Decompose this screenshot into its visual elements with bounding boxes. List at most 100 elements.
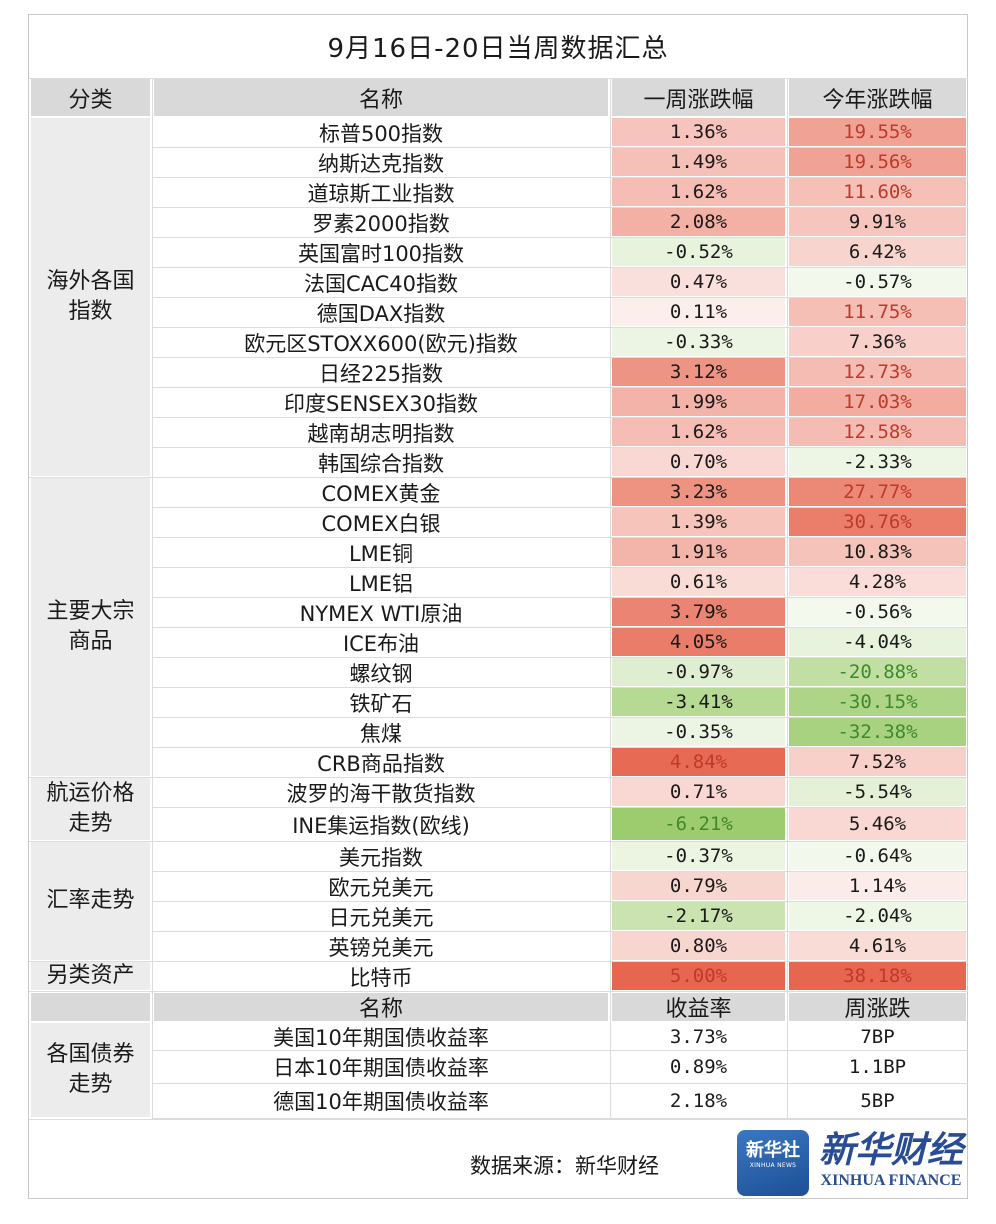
row-name: LME铝 xyxy=(348,571,414,596)
row-name: ICE布油 xyxy=(342,631,420,656)
week-change-value: 0.80% xyxy=(612,932,785,960)
week-change-value: 3.23% xyxy=(612,478,785,506)
row-name: 铁矿石 xyxy=(349,691,413,716)
week-change-value: -0.52% xyxy=(612,238,785,266)
week-change-value: 0.70% xyxy=(612,448,785,476)
ytd-change-value: 10.83% xyxy=(789,538,966,566)
ytd-change-value: 11.75% xyxy=(789,298,966,326)
week-change-value: 1.36% xyxy=(612,118,785,146)
ytd-change-value: 38.18% xyxy=(789,962,966,990)
row-name: INE集运指数(欧线) xyxy=(292,813,470,838)
ytd-change-value: 12.73% xyxy=(789,358,966,386)
ytd-change-value: 4.61% xyxy=(789,932,966,960)
week-change-value: -0.37% xyxy=(612,842,785,870)
week-change-value: 0.61% xyxy=(612,568,785,596)
data-source: 数据来源：新华财经 xyxy=(470,1154,659,1178)
row-name: 纳斯达克指数 xyxy=(318,151,444,176)
row-name: 焦煤 xyxy=(360,721,402,746)
ytd-change-value: -0.57% xyxy=(789,268,966,296)
xinhua-news-logo: 新华社 XINHUA NEWS xyxy=(737,1130,809,1196)
week-change-value: -0.97% xyxy=(612,658,785,686)
ytd-change-value: -0.56% xyxy=(789,598,966,626)
row-name: 比特币 xyxy=(349,965,413,990)
category-label: 航运价格 走势 xyxy=(31,778,150,840)
category-label: 海外各国 指数 xyxy=(31,118,150,476)
row-name: 越南胡志明指数 xyxy=(307,421,455,446)
header-week-change: 一周涨跌幅 xyxy=(612,79,785,116)
week-change-value: 3.12% xyxy=(612,358,785,386)
xinhua-finance-logo: 新华财经 XINHUA FINANCE xyxy=(818,1129,963,1189)
category-label: 汇率走势 xyxy=(31,842,150,960)
row-name: 美元指数 xyxy=(339,845,423,870)
bond-name: 美国10年期国债收益率 xyxy=(273,1025,489,1050)
ytd-change-value: -2.04% xyxy=(789,902,966,930)
row-name: NYMEX WTI原油 xyxy=(299,601,463,626)
bond-name: 日本10年期国债收益率 xyxy=(273,1056,489,1080)
week-change-value: -0.33% xyxy=(612,328,785,356)
row-name: COMEX白银 xyxy=(321,511,441,536)
row-name: 标普500指数 xyxy=(318,121,444,146)
ytd-change-value: 11.60% xyxy=(789,178,966,206)
row-name: 螺纹钢 xyxy=(349,661,413,686)
week-change-value: -6.21% xyxy=(612,808,785,840)
bond-header-yield: 收益率 xyxy=(612,993,785,1022)
row-name: 罗素2000指数 xyxy=(312,211,450,236)
ytd-change-value: 30.76% xyxy=(789,508,966,536)
bond-header-blank xyxy=(31,993,150,1021)
ytd-change-value: 19.55% xyxy=(789,118,966,146)
category-label: 主要大宗 商品 xyxy=(31,478,150,776)
week-change-value: 5.00% xyxy=(612,962,785,990)
ytd-change-value: -5.54% xyxy=(789,778,966,806)
ytd-change-value: -32.38% xyxy=(789,718,966,746)
bond-weekly-change: 1.1BP xyxy=(848,1056,907,1078)
ytd-change-value: -30.15% xyxy=(789,688,966,716)
bond-header-change: 周涨跌 xyxy=(789,993,966,1022)
week-change-value: -3.41% xyxy=(612,688,785,716)
bond-name: 德国10年期国债收益率 xyxy=(273,1090,489,1114)
ytd-change-value: 7.52% xyxy=(789,748,966,776)
ytd-change-value: 27.77% xyxy=(789,478,966,506)
week-change-value: 0.47% xyxy=(612,268,785,296)
row-name: 欧元兑美元 xyxy=(328,875,434,900)
row-name: 印度SENSEX30指数 xyxy=(283,391,478,416)
week-change-value: 0.71% xyxy=(612,778,785,806)
week-change-value: 4.84% xyxy=(612,748,785,776)
row-name: 法国CAC40指数 xyxy=(303,271,459,296)
bond-weekly-change: 5BP xyxy=(860,1090,895,1112)
row-name: 波罗的海干散货指数 xyxy=(286,781,476,806)
row-name: 韩国综合指数 xyxy=(318,451,444,476)
ytd-change-value: 17.03% xyxy=(789,388,966,416)
bond-category-label: 各国债券 走势 xyxy=(31,1023,150,1117)
bond-yield: 2.18% xyxy=(669,1090,728,1112)
week-change-value: 1.49% xyxy=(612,148,785,176)
table-frame xyxy=(28,14,968,1199)
ytd-change-value: 1.14% xyxy=(789,872,966,900)
week-change-value: 1.62% xyxy=(612,418,785,446)
bond-yield: 3.73% xyxy=(669,1025,728,1048)
ytd-change-value: 12.58% xyxy=(789,418,966,446)
row-name: LME铜 xyxy=(348,541,414,566)
week-change-value: 2.08% xyxy=(612,208,785,236)
ytd-change-value: 5.46% xyxy=(789,808,966,840)
row-name: 道琼斯工业指数 xyxy=(307,181,455,206)
bond-weekly-change: 7BP xyxy=(860,1025,895,1048)
week-change-value: 3.79% xyxy=(612,598,785,626)
week-change-value: 1.91% xyxy=(612,538,785,566)
ytd-change-value: 6.42% xyxy=(789,238,966,266)
row-name: 德国DAX指数 xyxy=(316,301,446,326)
ytd-change-value: -2.33% xyxy=(789,448,966,476)
row-name: 日元兑美元 xyxy=(328,905,434,930)
week-change-value: 1.39% xyxy=(612,508,785,536)
page-title: 9月16日-20日当周数据汇总 xyxy=(327,33,669,64)
header-name: 名称 xyxy=(154,79,608,116)
week-change-value: -0.35% xyxy=(612,718,785,746)
row-name: 英镑兑美元 xyxy=(328,935,434,960)
ytd-change-value: -4.04% xyxy=(789,628,966,656)
ytd-change-value: 7.36% xyxy=(789,328,966,356)
ytd-change-value: -0.64% xyxy=(789,842,966,870)
row-name: 日经225指数 xyxy=(318,361,444,386)
category-label: 另类资产 xyxy=(31,962,150,990)
week-change-value: 0.79% xyxy=(612,872,785,900)
ytd-change-value: 4.28% xyxy=(789,568,966,596)
week-change-value: 1.99% xyxy=(612,388,785,416)
